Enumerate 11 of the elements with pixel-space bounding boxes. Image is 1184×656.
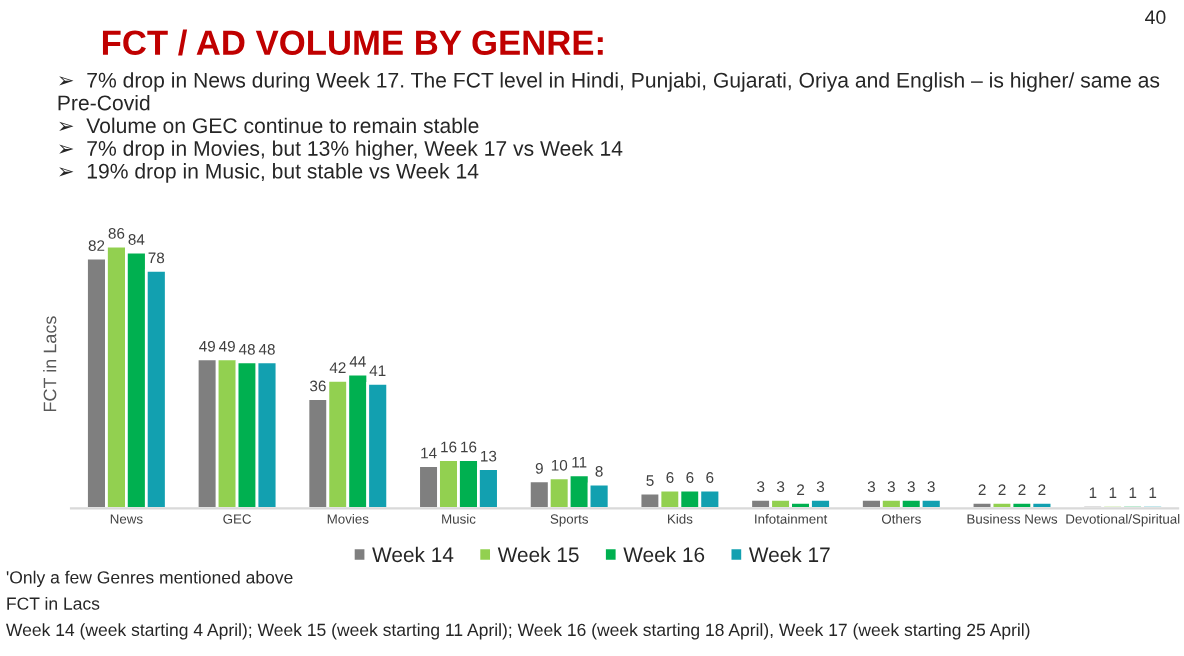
y-axis-title: FCT in Lacs [43, 316, 57, 412]
legend-label: Week 14 [372, 546, 454, 563]
text: 40 [1145, 10, 1166, 25]
text: FCT in Lacs [7, 596, 100, 610]
legend-label: Week 15 [497, 546, 579, 563]
text: 'Only a few Genres mentioned above [6, 570, 293, 588]
chart-title: FCT / AD VOLUME BY GENRE: [102, 29, 603, 56]
legend-label: Week 17 [748, 546, 830, 563]
chart-subtitle: ➢ 7% drop in News during Week 17. The FCT level in Hindi, Punjabi, Gujarati, Oriya and English – is higher/ same as Pre-Covid ➢ Volume on GEC continue to remain stable ➢ 7% drop in Movies, but 13% higher, Week 17 vs Week 14 ➢ 19% drop in Music, but stable vs Week 14 [58, 72, 1160, 183]
legend-label: Week 16 [623, 546, 705, 563]
text: Week 14 (week starting 4 April); Week 15 (week starting 11 April); Week 16 (week starting 18 April), Week 17 (week starting 25 April) [6, 623, 1030, 640]
